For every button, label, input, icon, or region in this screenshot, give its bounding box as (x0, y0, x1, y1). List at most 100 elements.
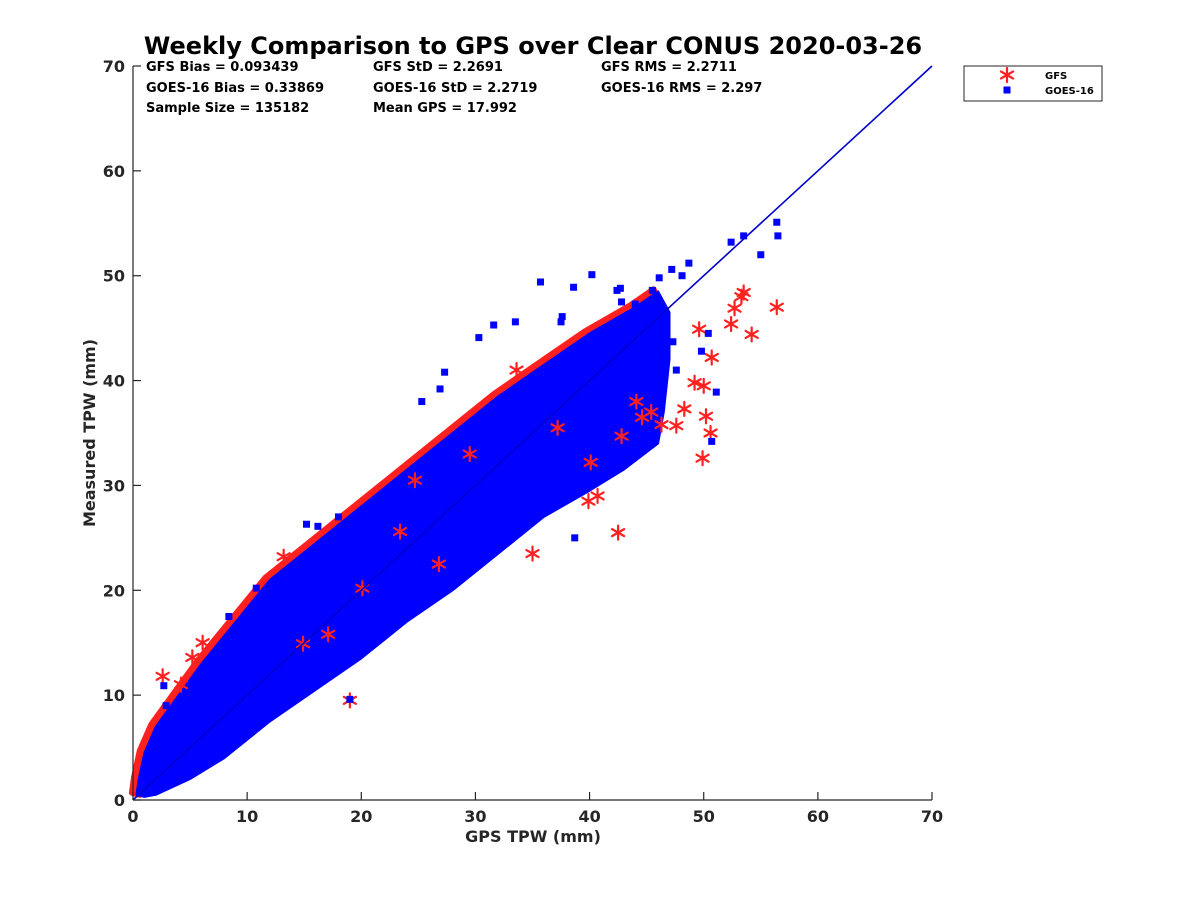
goes-16-point (160, 682, 168, 690)
legend-gfs-label: GFS (1045, 71, 1067, 82)
gfs-point (698, 408, 714, 425)
chart-title: Weekly Comparison to GPS over Clear CONU… (144, 32, 922, 60)
goes-16-point (536, 278, 544, 286)
stat-text: GOES-16 Bias = 0.33869 (146, 81, 324, 96)
gfs-point (695, 450, 710, 467)
gfs-point (185, 649, 200, 666)
gfs-point (644, 403, 659, 421)
y-tick-label: 0 (114, 791, 125, 810)
y-tick-label: 60 (103, 162, 125, 181)
y-tick-label: 40 (103, 372, 125, 391)
goes-16-point (672, 366, 680, 374)
data-cloud (128, 286, 671, 798)
gfs-point (509, 361, 524, 379)
gfs-point (590, 487, 605, 505)
goes-16-point (557, 318, 565, 326)
y-tick-label: 50 (103, 267, 125, 286)
stat-text: GOES-16 RMS = 2.297 (601, 81, 762, 96)
gfs-point (321, 626, 336, 643)
goes-16-point (616, 284, 624, 292)
gfs-point (654, 416, 669, 433)
goes-16-point (773, 218, 781, 226)
legend-box (963, 65, 1103, 102)
gfs-point (687, 374, 702, 391)
y-ticks: 0 10 20 30 40 50 60 70 (103, 57, 141, 810)
gfs-point (736, 284, 751, 301)
goes-16-point (441, 368, 449, 376)
gfs-point (583, 454, 598, 471)
goes-16-point (685, 259, 693, 267)
goes-16-point (757, 251, 765, 259)
gfs-point (173, 676, 189, 693)
x-tick-label: 70 (921, 807, 943, 826)
goes-16-point (648, 286, 656, 294)
x-tick-label: 40 (578, 807, 600, 826)
legend-gfs-marker (999, 66, 1015, 84)
gfs-point (431, 555, 447, 573)
goes-16-point (475, 334, 483, 342)
gfs-point (703, 424, 718, 442)
gfs-point (392, 523, 408, 540)
gfs-point (769, 299, 784, 316)
x-ticks: 0 10 20 30 40 50 60 70 (127, 792, 943, 826)
x-tick-label: 30 (464, 807, 486, 826)
goes-16-point (558, 313, 566, 321)
series-gfs (155, 284, 784, 709)
gfs-point (462, 445, 477, 463)
goes-16-point (225, 613, 233, 620)
y-tick-label: 30 (103, 476, 125, 495)
goes-16-point (571, 534, 579, 542)
gfs-point (155, 668, 170, 685)
goes-16-point (678, 272, 686, 280)
stats-block: GFS Bias = 0.093439 GFS StD = 2.2691 GFS R… (146, 60, 762, 116)
goes-16-point (252, 584, 260, 592)
gfs-point (550, 419, 565, 436)
goes-16-point (618, 298, 626, 306)
gfs-point (195, 634, 210, 651)
goes-16-point (570, 283, 578, 291)
goes-16-point (697, 347, 705, 355)
legend-gfs-asterisk (999, 66, 1015, 84)
goes-16-point (774, 232, 782, 240)
gfs-point (629, 393, 644, 410)
goes-16-point (631, 300, 639, 308)
gfs-point (525, 545, 540, 562)
gfs-point (614, 428, 629, 445)
stat-text: Mean GPS = 17.992 (373, 101, 517, 116)
legend-goes-16-label: GOES-16 (1045, 86, 1094, 97)
y-tick-label: 10 (103, 686, 125, 705)
goes-16-point (588, 271, 596, 279)
goes-16-point (704, 329, 712, 337)
legend: GFS GOES-16 (963, 65, 1103, 102)
goes-16-point (668, 265, 676, 273)
gfs-point (407, 472, 423, 489)
gfs-point (691, 321, 707, 338)
legend-goes-16-marker (1003, 86, 1011, 94)
stat-text: GFS RMS = 2.2711 (601, 60, 737, 75)
x-tick-label: 10 (236, 807, 258, 826)
goes-16-point (418, 398, 426, 406)
goes-16-point (655, 274, 663, 282)
goes-16-point (740, 232, 748, 240)
goes-16-point (162, 702, 170, 710)
gfs-point (696, 377, 711, 394)
gfs-point (744, 326, 759, 343)
gfs-point (581, 493, 596, 510)
y-axis-label: Measured TPW (mm) (80, 339, 99, 527)
one-to-one-line (132, 65, 933, 801)
x-tick-label: 50 (693, 807, 715, 826)
x-tick-label: 0 (127, 807, 138, 826)
goes-16-point (727, 238, 735, 246)
gfs-point (727, 300, 742, 317)
y-tick-label: 20 (103, 581, 125, 600)
x-tick-label: 20 (350, 807, 372, 826)
goes-16-point (708, 437, 716, 445)
goes-16-point (334, 513, 342, 521)
goes-16-point (436, 385, 444, 393)
goes-16-point (669, 338, 677, 346)
x-tick-label: 60 (807, 807, 829, 826)
goes-16-point (490, 321, 498, 329)
goes-16-point (314, 522, 322, 530)
goes-16-cloud (135, 290, 671, 798)
